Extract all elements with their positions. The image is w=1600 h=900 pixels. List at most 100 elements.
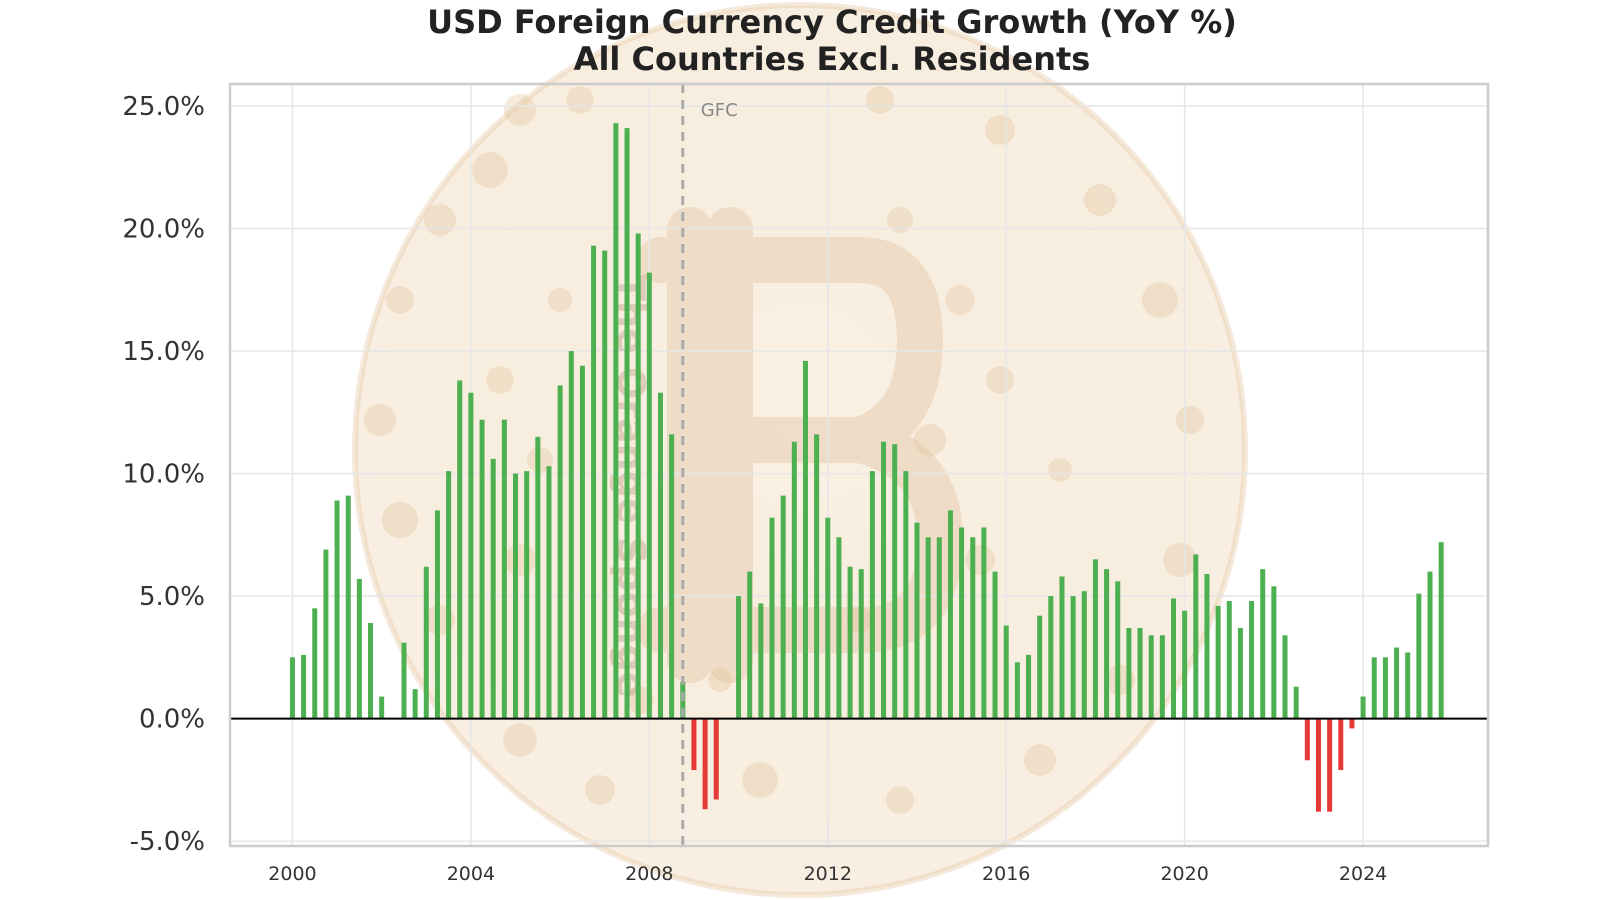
chart-subtitle: All Countries Excl. Residents: [574, 40, 1091, 78]
bar: [1048, 596, 1054, 719]
bar: [1003, 625, 1009, 719]
bar: [1171, 598, 1176, 719]
bar: [780, 495, 786, 719]
bar: [479, 419, 485, 719]
bar: [858, 569, 864, 719]
bar: [401, 642, 407, 719]
bar: [925, 537, 931, 719]
y-tick-label: 25.0%: [122, 92, 205, 122]
y-tick-label: 10.0%: [122, 460, 205, 490]
bar: [702, 718, 708, 810]
bar: [1126, 627, 1132, 719]
bar: [624, 128, 630, 719]
y-tick-label: -5.0%: [130, 827, 205, 857]
bar: [1360, 696, 1366, 719]
bar: [646, 272, 652, 719]
bar: [1282, 635, 1288, 719]
bar: [434, 510, 440, 719]
bar: [289, 657, 295, 719]
bar: [1427, 571, 1433, 719]
bar: [334, 500, 340, 719]
bar: [423, 566, 429, 719]
bar: [747, 571, 753, 719]
bar: [446, 471, 452, 719]
bar: [1394, 647, 1400, 719]
bar: [1215, 605, 1221, 719]
bar: [1059, 576, 1065, 719]
bar: [691, 718, 697, 771]
x-tick-label: 2020: [1160, 863, 1208, 885]
bar: [1137, 627, 1143, 719]
y-tick-label: 15.0%: [122, 337, 205, 367]
bar: [970, 537, 976, 719]
bar: [513, 473, 518, 719]
x-tick-label: 2004: [447, 863, 495, 885]
bar: [412, 689, 418, 719]
bar: [568, 351, 574, 719]
x-tick-label: 2008: [625, 863, 673, 885]
bar: [1371, 657, 1377, 719]
bar: [713, 718, 719, 800]
bar: [1092, 559, 1098, 719]
bar: [312, 608, 318, 719]
bar: [669, 434, 675, 719]
bar: [947, 510, 953, 719]
bar: [992, 571, 998, 719]
x-tick-label: 2012: [804, 863, 852, 885]
x-tick-label: 2016: [982, 863, 1030, 885]
bar: [881, 441, 887, 719]
bar: [914, 522, 920, 719]
watermark-logo: [352, 2, 1248, 898]
bar: [1405, 652, 1411, 719]
bar: [836, 537, 842, 719]
bar: [301, 654, 307, 719]
bar: [535, 436, 541, 719]
bar: [847, 566, 853, 719]
bar: [769, 517, 775, 719]
bar: [356, 578, 362, 719]
bar: [1260, 569, 1266, 719]
bar: [1271, 586, 1277, 719]
bar: [892, 444, 898, 719]
bar: [591, 245, 597, 719]
bar: [1349, 718, 1355, 729]
bar: [579, 365, 585, 719]
bars-group: [289, 123, 1444, 812]
bar: [635, 233, 641, 719]
bar: [379, 696, 385, 719]
bar: [490, 458, 496, 719]
bar: [814, 434, 820, 719]
bar: [1115, 581, 1121, 719]
bar: [557, 385, 563, 719]
bar: [602, 250, 608, 719]
bar: [1081, 591, 1087, 719]
bar: [869, 471, 875, 719]
bar: [468, 392, 474, 719]
bar: [1104, 569, 1110, 719]
bar: [1416, 593, 1422, 719]
bar: [368, 623, 374, 719]
bar: [959, 527, 965, 719]
bar: [1315, 718, 1321, 812]
bar: [1037, 615, 1043, 719]
bar: [825, 517, 831, 719]
bar: [758, 603, 764, 719]
gfc-label: GFC: [701, 100, 738, 121]
plot-frame: [228, 82, 1490, 848]
bar: [1226, 600, 1232, 719]
bar: [1070, 596, 1076, 719]
bar: [936, 537, 942, 719]
x-tick-label: 2000: [268, 863, 316, 885]
bar: [1338, 718, 1344, 771]
bar: [1182, 610, 1188, 719]
bar: [323, 549, 329, 719]
bar: [1249, 600, 1255, 719]
bar: [1327, 718, 1333, 812]
bar: [524, 471, 530, 719]
bar: [1159, 635, 1165, 719]
bar: [1014, 662, 1020, 719]
bar: [457, 380, 463, 719]
bar: [802, 360, 808, 719]
bar: [1293, 686, 1299, 719]
